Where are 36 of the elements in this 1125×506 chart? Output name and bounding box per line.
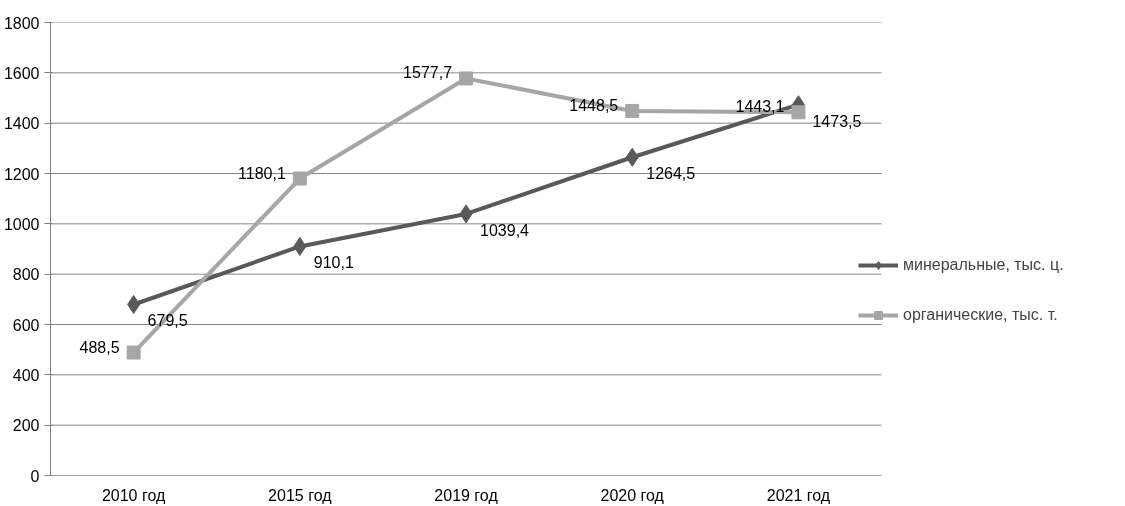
y-tick-label: 1400 bbox=[3, 115, 40, 133]
x-tick-label: 2019 год bbox=[434, 486, 499, 504]
data-label: 1039,4 bbox=[480, 221, 530, 239]
y-tick-label: 800 bbox=[12, 266, 40, 284]
point bbox=[625, 103, 640, 118]
point bbox=[292, 171, 307, 186]
y-tick-label: 1000 bbox=[3, 215, 40, 233]
data-label: 1448,5 bbox=[569, 96, 619, 114]
y-tick-label: 1600 bbox=[3, 64, 40, 82]
data-label: 910,1 bbox=[313, 254, 354, 272]
x-tick-label: 2021 год bbox=[766, 486, 831, 504]
legend-label: минеральные, тыс. ц. bbox=[903, 256, 1064, 274]
x-tick-label: 2015 год bbox=[268, 486, 333, 504]
x-tick-label: 2020 год bbox=[600, 486, 665, 504]
point bbox=[625, 147, 639, 167]
point bbox=[791, 105, 806, 120]
data-label: 1473,5 bbox=[812, 112, 862, 130]
data-label: 1264,5 bbox=[646, 165, 696, 183]
point bbox=[459, 71, 474, 86]
data-label: 679,5 bbox=[147, 312, 188, 330]
data-label: 1443,1 bbox=[735, 98, 785, 116]
data-label: 1577,7 bbox=[403, 64, 453, 82]
point bbox=[126, 345, 141, 360]
data-label: 488,5 bbox=[79, 338, 120, 356]
point bbox=[127, 294, 141, 314]
y-tick-label: 400 bbox=[12, 366, 40, 384]
y-tick-label: 200 bbox=[12, 417, 40, 435]
point bbox=[459, 204, 473, 224]
data-label: 1180,1 bbox=[238, 164, 286, 182]
y-tick-label: 1200 bbox=[3, 165, 40, 183]
y-tick-label: 1800 bbox=[3, 14, 40, 32]
x-tick-label: 2010 год bbox=[101, 486, 166, 504]
y-tick-label: 0 bbox=[30, 467, 40, 485]
legend-label: органические, тыс. т. bbox=[903, 306, 1058, 324]
y-tick-label: 600 bbox=[12, 316, 40, 334]
point bbox=[293, 236, 307, 256]
